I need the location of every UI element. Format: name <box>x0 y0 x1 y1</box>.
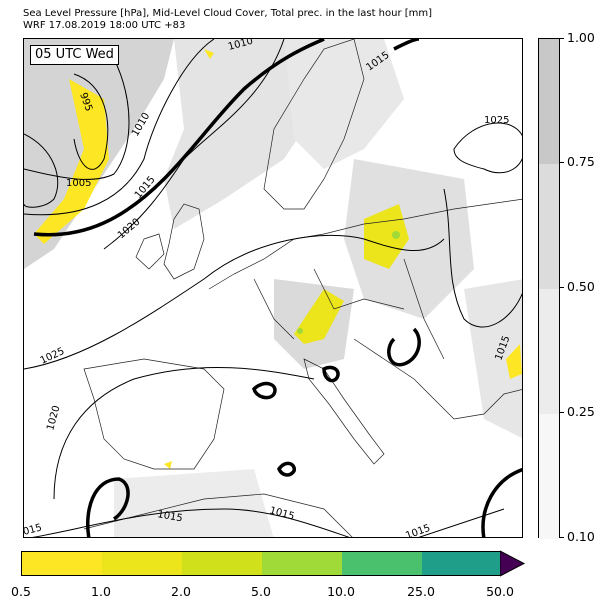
precip-swatch-2 <box>102 552 182 575</box>
isobar-label-1015-d: 1015 <box>156 509 183 524</box>
border-line-3 <box>403 258 445 360</box>
precip-layer <box>34 49 522 469</box>
isobar-1015-ring-1 <box>252 381 277 400</box>
precip-tick-7: 50.0 <box>486 584 514 599</box>
cloud-cover-colorbar <box>538 38 560 539</box>
chart-subtitle: WRF 17.08.2019 18:00 UTC +83 <box>23 20 186 31</box>
coast-italy <box>303 358 385 465</box>
cloud-area-scandinavia <box>284 39 404 169</box>
map-canvas: 995 1005 1010 1010 1015 1015 1015 1015 1… <box>24 39 522 538</box>
precip-balkan <box>506 344 522 379</box>
isobar-1000 <box>24 133 59 208</box>
precip-alps-core <box>297 328 303 334</box>
isobar-label-1020-a: 1020 <box>116 217 143 242</box>
isobar-east-ridge <box>443 188 522 328</box>
isobar-1015-se <box>481 467 522 537</box>
precip-small-2 <box>164 461 172 469</box>
isobar-1015-east <box>418 508 505 537</box>
cloud-cover-swatch-1 <box>539 39 559 164</box>
precip-extend-arrow <box>500 550 526 577</box>
precip-poland-core <box>392 231 400 239</box>
cloud-area-south <box>114 469 274 537</box>
coastline-layer <box>83 39 522 537</box>
precip-alps <box>294 289 344 344</box>
cloud-cover-tick-4: 0.25 <box>567 404 595 419</box>
coast-iberia <box>83 358 225 470</box>
isobar-1015-north <box>393 39 420 51</box>
coast-british-isles <box>163 203 205 280</box>
cloud-cover-swatch-3 <box>539 289 559 414</box>
isobar-1015-thick <box>33 39 522 537</box>
isobar-1010 <box>24 39 215 216</box>
coast-balkans <box>353 338 522 420</box>
isobar-1015-ring-3 <box>322 365 340 383</box>
isobar-label-1015-g: 015 <box>24 522 43 538</box>
isobar-label-1015-e: 1015 <box>268 505 295 522</box>
precip-tick-1: 0.5 <box>11 584 31 599</box>
cloud-cover-tick-3: 0.50 <box>567 279 595 294</box>
precip-atlantic <box>34 79 109 244</box>
precip-swatch-5 <box>342 552 422 575</box>
precip-swatch-1 <box>22 552 102 575</box>
isobar-1015-alps-thin <box>387 327 421 367</box>
cloud-cover-swatch-4 <box>539 414 559 539</box>
isobar-label-1025-a: 1025 <box>39 346 67 367</box>
isobar-layer <box>24 39 522 537</box>
precip-swatch-4 <box>262 552 342 575</box>
coast-north-africa <box>83 493 353 537</box>
precip-tick-6: 25.0 <box>407 584 435 599</box>
isobar-label-1015-f: 1015 <box>404 523 432 538</box>
map-panel: 995 1005 1010 1010 1015 1015 1015 1015 1… <box>23 38 523 538</box>
isobar-1020-south <box>53 366 315 500</box>
isobar-1015-main <box>33 39 325 237</box>
border-line-2 <box>313 268 405 310</box>
isobar-1025-west <box>24 234 445 370</box>
coast-continent <box>208 198 522 290</box>
cloud-cover-tick-2: 0.75 <box>567 154 595 169</box>
cloud-cover-tick-5: 0.10 <box>567 529 595 544</box>
isobar-1015-ring-2 <box>277 461 296 477</box>
chart-title: Sea Level Pressure [hPa], Mid-Level Clou… <box>23 8 433 19</box>
precip-tick-2: 1.0 <box>91 584 111 599</box>
isobar-995 <box>73 73 109 170</box>
coast-scandinavia <box>263 39 365 210</box>
isobar-1015-south <box>32 508 350 537</box>
border-line-1 <box>253 278 295 340</box>
precip-small-1 <box>204 49 214 59</box>
precip-tick-5: 10.0 <box>327 584 355 599</box>
precip-tick-3: 2.0 <box>171 584 191 599</box>
precip-swatch-6 <box>422 552 501 575</box>
cloud-cover-tick-1: 1.00 <box>567 30 595 45</box>
isobar-label-1020-b: 1020 <box>45 404 62 431</box>
isobar-1025-east <box>453 122 522 174</box>
precip-colorbar <box>21 551 501 576</box>
precip-tick-4: 5.0 <box>251 584 271 599</box>
precip-swatch-3 <box>182 552 262 575</box>
isobar-label-1005: 1005 <box>66 178 91 189</box>
coast-ireland <box>135 233 165 270</box>
valid-time-label: 05 UTC Wed <box>30 45 119 65</box>
isobar-1005 <box>24 58 130 180</box>
precip-poland <box>364 204 409 269</box>
cloud-area-balkans <box>464 279 522 438</box>
cloud-area-north <box>164 39 324 229</box>
cloud-cover-swatch-2 <box>539 164 559 289</box>
isobar-1015-sw <box>86 477 130 537</box>
isobar-label-1025-b: 1025 <box>484 115 509 126</box>
